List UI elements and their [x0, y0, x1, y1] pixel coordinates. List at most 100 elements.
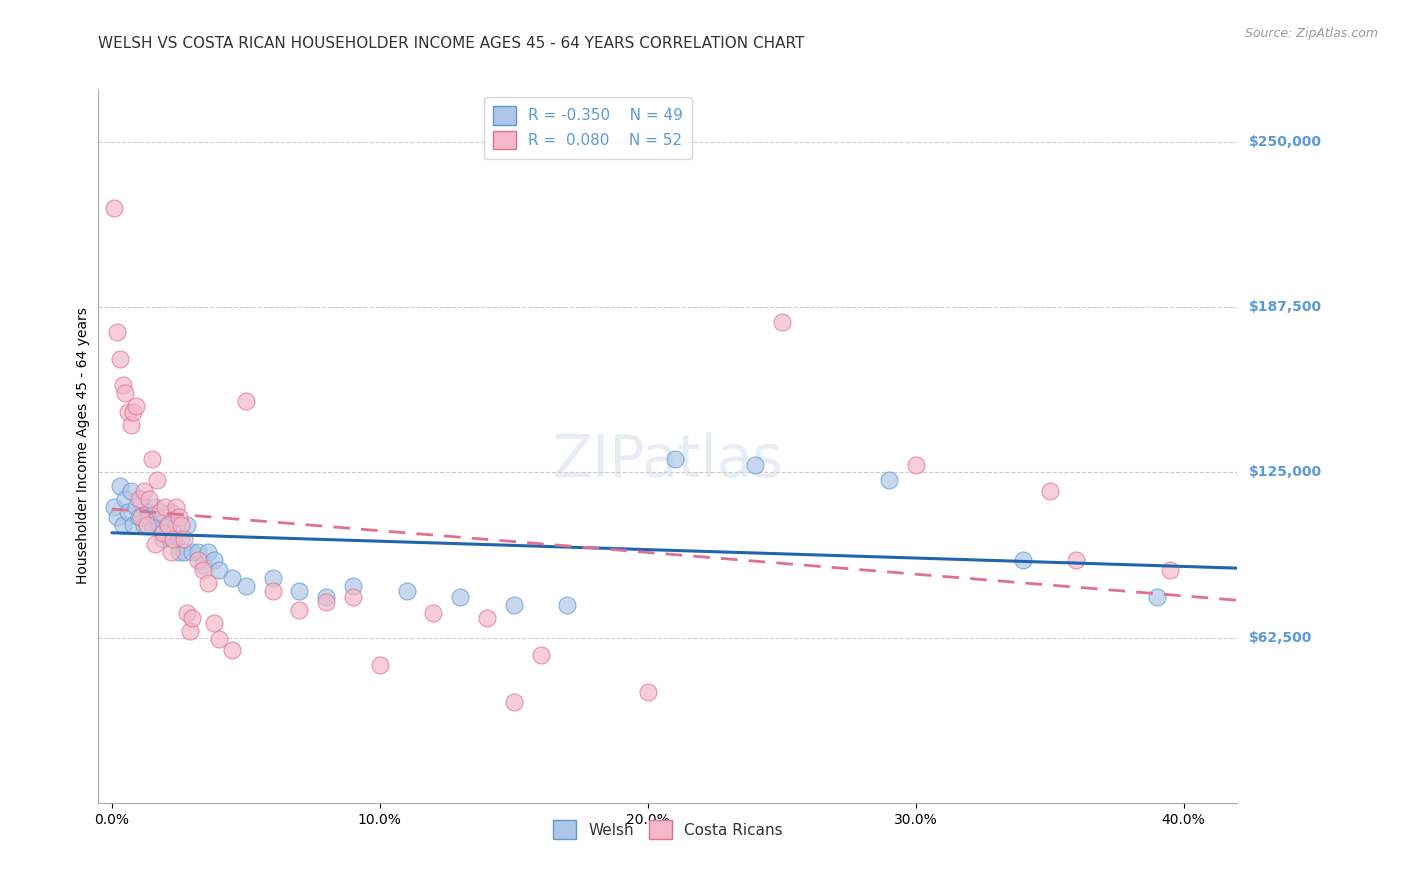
Point: [155, 500, 177, 514]
Point: [187, 545, 209, 559]
Point: [114, 491, 136, 506]
Point: [342, 590, 364, 604]
Point: [129, 510, 152, 524]
Text: WELSH VS COSTA RICAN HOUSEHOLDER INCOME AGES 45 - 64 YEARS CORRELATION CHART: WELSH VS COSTA RICAN HOUSEHOLDER INCOME …: [98, 36, 804, 51]
Point: [122, 404, 145, 418]
Point: [114, 386, 136, 401]
Point: [395, 584, 418, 599]
Point: [135, 505, 157, 519]
Point: [132, 483, 155, 498]
Point: [152, 532, 174, 546]
Point: [315, 590, 337, 604]
Point: [146, 474, 169, 488]
Point: [128, 510, 150, 524]
Point: [157, 518, 180, 533]
Point: [146, 510, 169, 524]
Point: [208, 563, 231, 577]
Point: [117, 505, 139, 519]
Point: [744, 458, 766, 472]
Point: [770, 315, 793, 329]
Point: [1159, 563, 1181, 577]
Point: [235, 394, 257, 409]
Point: [1012, 552, 1035, 566]
Point: [135, 518, 157, 533]
Point: [167, 510, 190, 524]
Point: [262, 571, 284, 585]
Point: [191, 558, 214, 572]
Point: [208, 632, 231, 646]
Point: [202, 616, 225, 631]
Point: [197, 576, 219, 591]
Point: [141, 518, 163, 533]
Point: [111, 378, 134, 392]
Point: [342, 579, 364, 593]
Point: [117, 404, 139, 418]
Point: [143, 537, 166, 551]
Text: $187,500: $187,500: [1249, 301, 1322, 314]
Point: [1066, 552, 1088, 566]
Point: [1039, 483, 1062, 498]
Point: [449, 590, 471, 604]
Point: [143, 500, 166, 514]
Point: [162, 532, 184, 546]
Point: [138, 510, 160, 524]
Point: [315, 595, 337, 609]
Point: [475, 611, 498, 625]
Text: $250,000: $250,000: [1249, 135, 1322, 149]
Point: [187, 552, 209, 566]
Point: [529, 648, 551, 662]
Point: [103, 500, 125, 514]
Point: [152, 526, 174, 541]
Point: [128, 491, 150, 506]
Point: [105, 326, 128, 340]
Point: [108, 351, 131, 366]
Point: [368, 658, 391, 673]
Point: [502, 695, 524, 709]
Point: [165, 500, 187, 514]
Point: [176, 518, 198, 533]
Point: [235, 579, 257, 593]
Point: [173, 532, 195, 546]
Text: $62,500: $62,500: [1249, 631, 1312, 645]
Point: [103, 201, 125, 215]
Point: [1146, 590, 1168, 604]
Point: [120, 417, 142, 432]
Point: [170, 532, 193, 546]
Point: [125, 500, 148, 514]
Point: [122, 518, 145, 533]
Point: [157, 518, 180, 533]
Point: [129, 491, 152, 506]
Point: [904, 458, 927, 472]
Point: [111, 518, 134, 533]
Point: [125, 400, 148, 414]
Point: [877, 474, 900, 488]
Point: [221, 642, 243, 657]
Point: [149, 505, 172, 519]
Point: [159, 505, 181, 519]
Point: [422, 606, 444, 620]
Point: [141, 452, 163, 467]
Point: [502, 598, 524, 612]
Text: $125,000: $125,000: [1249, 466, 1322, 479]
Text: Source: ZipAtlas.com: Source: ZipAtlas.com: [1244, 27, 1378, 40]
Point: [167, 545, 190, 559]
Point: [105, 510, 128, 524]
Y-axis label: Householder Income Ages 45 - 64 years: Householder Income Ages 45 - 64 years: [76, 308, 90, 584]
Point: [202, 552, 225, 566]
Point: [159, 545, 181, 559]
Point: [557, 598, 579, 612]
Point: [221, 571, 243, 585]
Point: [120, 483, 142, 498]
Point: [176, 606, 198, 620]
Point: [138, 491, 160, 506]
Point: [108, 478, 131, 492]
Point: [149, 518, 172, 533]
Point: [162, 532, 184, 546]
Point: [637, 685, 659, 699]
Point: [173, 545, 195, 559]
Point: [288, 584, 311, 599]
Legend: Welsh, Costa Ricans: Welsh, Costa Ricans: [547, 814, 789, 845]
Point: [165, 518, 187, 533]
Point: [181, 545, 204, 559]
Text: ZIPatlas: ZIPatlas: [553, 432, 783, 489]
